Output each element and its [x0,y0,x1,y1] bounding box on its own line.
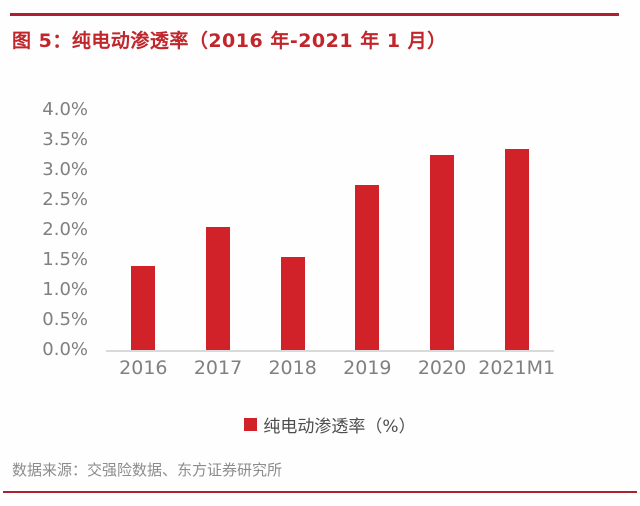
x-axis-line [106,350,554,352]
x-tick-label-2019: 2019 [343,357,392,379]
bar-2021M1 [505,149,529,350]
y-tick-label-1.5pct: 1.5% [42,249,88,270]
x-tick-label-2020: 2020 [417,357,467,379]
y-tick-label-3.0pct: 3.0% [42,159,88,180]
y-tick-label-2.5pct: 2.5% [42,189,88,210]
bar-2017 [206,227,230,350]
data-source: 数据来源：交强险数据、东方证券研究所 [12,461,283,479]
y-tick-label-0.5pct: 0.5% [42,309,88,330]
legend-swatch-icon [244,418,258,431]
y-tick-label-0.0pct: 0.0% [42,339,88,360]
bottom-divider [3,491,637,493]
bar-2016 [131,266,155,350]
x-tick-label-2021M1: 2021M1 [478,357,556,379]
chart-legend: 纯电动渗透率（%） [106,412,554,437]
legend-label: 纯电动渗透率（%） [263,417,416,437]
y-tick-label-1.0pct: 1.0% [42,279,88,300]
x-tick-label-2016: 2016 [119,357,168,379]
figure-title: 图 5：纯电动渗透率（2016 年-2021 年 1 月） [12,30,447,52]
bar-2019 [355,185,379,350]
y-tick-label-3.5pct: 3.5% [42,129,88,150]
y-tick-label-4.0pct: 4.0% [42,99,88,120]
bar-2020 [430,155,454,350]
top-divider [10,13,619,16]
x-tick-label-2017: 2017 [193,357,243,379]
x-tick-label-2018: 2018 [268,357,317,379]
bar-2018 [281,257,305,350]
y-tick-label-2.0pct: 2.0% [42,219,88,240]
